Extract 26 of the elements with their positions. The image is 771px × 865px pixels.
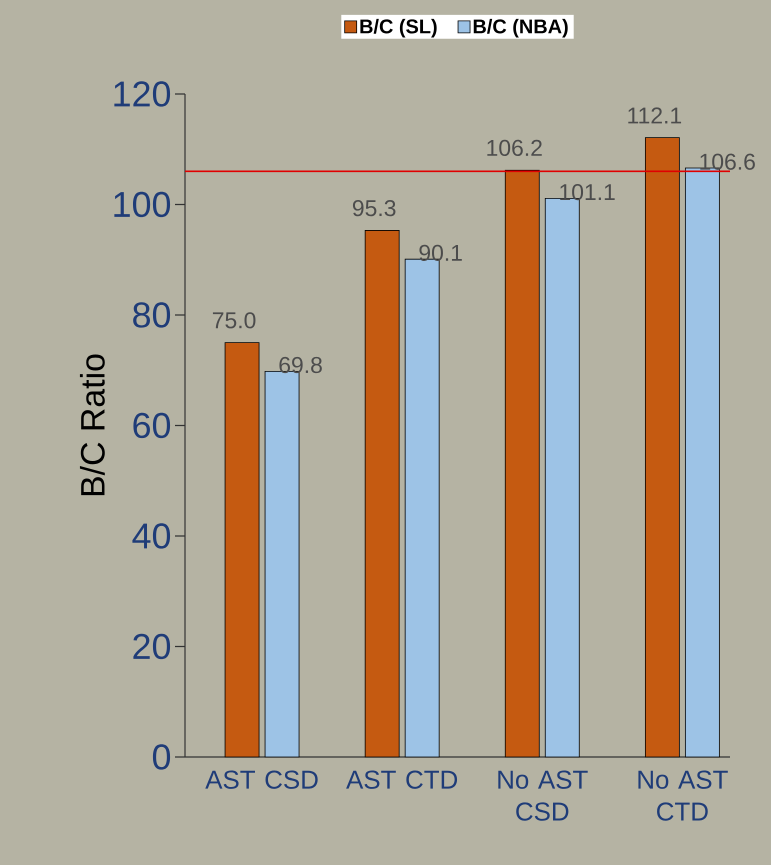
y-tick-label: 0 [152,744,170,770]
data-label: 90.1 [419,244,462,261]
y-tick-label: 120 [114,81,170,107]
data-label: 106.2 [487,140,542,156]
x-tick-label: No AST CTD [638,770,728,821]
y-tick-label: 60 [133,412,170,438]
data-label: 112.1 [628,107,682,124]
bar [364,230,400,758]
y-axis-title: B/C Ratio [80,354,105,496]
data-label: 75.0 [212,312,256,328]
bar [224,342,260,758]
bar [504,170,540,758]
y-tick-label: 40 [132,523,170,549]
y-tick-label: 20 [133,634,170,660]
x-tick-label: AST CSD [205,770,318,789]
x-tick-label: AST CTD [346,770,458,789]
legend-label: B/C (NBA) [474,18,568,38]
data-label: 106.6 [700,154,755,170]
bar [644,137,680,758]
data-label: 69.8 [279,356,322,374]
y-tick-label: 80 [133,302,170,328]
legend-label: B/C (SL) [360,18,437,38]
data-label: 95.3 [352,200,396,216]
y-tick-label: 100 [114,192,170,218]
data-label: 101.1 [560,184,615,200]
x-tick-label: No AST CSD [498,770,588,821]
